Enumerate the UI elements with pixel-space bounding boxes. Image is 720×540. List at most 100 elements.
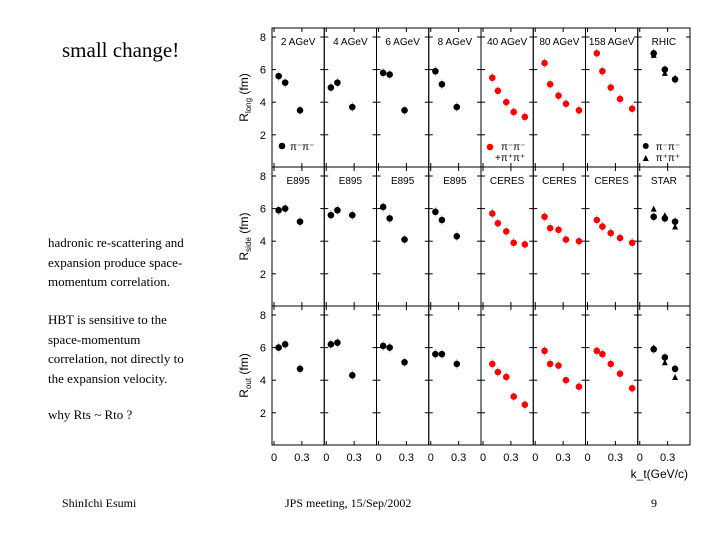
data-point <box>650 213 657 221</box>
data-point-triangle <box>672 223 679 230</box>
x-tick-label: 0.3 <box>347 452 362 464</box>
data-point <box>607 84 615 91</box>
panel-frame <box>323 27 377 168</box>
data-point <box>541 213 548 221</box>
x-tick-label: 0 <box>271 452 277 464</box>
x-tick-label: 0.3 <box>608 452 623 464</box>
data-point <box>546 360 554 368</box>
data-point <box>555 226 562 234</box>
panel-frame <box>637 305 691 446</box>
data-point <box>661 354 669 361</box>
data-point <box>616 370 624 377</box>
data-point <box>348 103 356 111</box>
slide-title: small change! <box>62 38 180 62</box>
y-axis-label-text: Rlong (fm) <box>237 73 253 121</box>
data-point <box>296 365 304 373</box>
legend-label: +π⁺π⁺ <box>495 153 525 164</box>
data-point <box>562 236 570 243</box>
x-tick-label: 0.3 <box>503 452 518 464</box>
legend-label: π⁻π⁻ <box>501 142 525 153</box>
legend-label: π⁻π⁻ <box>290 142 314 153</box>
y-tick-label: 8 <box>260 310 266 322</box>
legend-label: π⁻π⁻ <box>656 142 680 153</box>
data-point <box>401 236 408 243</box>
data-point <box>275 72 282 80</box>
y-tick-label: 8 <box>260 32 266 44</box>
data-point <box>599 223 606 230</box>
panel-frame <box>323 166 377 307</box>
data-point <box>348 372 356 379</box>
data-point <box>453 103 461 111</box>
y-tick-label: 6 <box>260 204 266 216</box>
panel-label: CERES <box>490 176 525 187</box>
body-line: space-momentum <box>48 331 141 347</box>
body-line: hadronic re-scattering and <box>48 235 184 250</box>
x-tick-label: 0.3 <box>399 452 414 464</box>
data-point <box>494 87 502 95</box>
data-point <box>607 229 615 237</box>
panel-label: RHIC <box>652 37 676 48</box>
data-point <box>555 362 562 369</box>
x-tick-label: 0.3 <box>556 452 571 464</box>
panel-frame <box>376 166 430 307</box>
data-point <box>494 368 502 376</box>
panel-frame <box>637 166 691 307</box>
y-tick-label: 2 <box>260 408 266 420</box>
panel-label: E895 <box>443 176 467 187</box>
panel-frame <box>585 27 639 168</box>
x-axis-label: k_t(GeV/c) <box>631 467 688 481</box>
data-point <box>327 84 335 91</box>
x-tick-label: 0.3 <box>451 452 466 464</box>
legend-marker <box>486 143 494 151</box>
data-point <box>546 80 554 88</box>
data-point <box>616 234 624 242</box>
y-axis-label: Rlong (fm) <box>237 73 253 121</box>
data-point <box>379 342 387 350</box>
data-point <box>502 98 510 106</box>
y-axis-label-text: Rout (fm) <box>237 353 253 397</box>
data-point <box>607 360 615 368</box>
data-point <box>661 66 669 73</box>
data-point <box>541 59 548 67</box>
data-point-triangle <box>672 373 679 380</box>
panel-label: 80 AGeV <box>539 37 579 48</box>
x-tick-label: 0.3 <box>660 452 675 464</box>
data-point <box>671 218 679 225</box>
data-point <box>671 365 679 373</box>
y-axis-label-text: Rside (fm) <box>237 212 253 260</box>
x-tick-label: 0 <box>584 452 590 464</box>
x-tick-label: 0 <box>375 452 381 464</box>
body-line: HBT is sensitive to the <box>48 312 167 327</box>
footer-page-number: 9 <box>651 496 657 510</box>
data-point <box>510 239 517 247</box>
y-axis-label: Rside (fm) <box>237 212 253 260</box>
x-tick-label: 0 <box>428 452 434 464</box>
data-point <box>281 79 289 86</box>
data-point <box>628 385 636 392</box>
data-point <box>521 401 529 408</box>
panel-label: 158 AGeV <box>589 37 635 48</box>
data-point <box>628 105 636 113</box>
body-line: why Rts ~ Rto ? <box>48 407 133 422</box>
y-tick-label: 8 <box>260 171 266 183</box>
panel-frame <box>532 305 586 446</box>
data-point <box>575 237 583 245</box>
panel-frame <box>376 27 430 168</box>
data-point <box>432 350 439 358</box>
panel-label: STAR <box>651 176 677 187</box>
panel-frame <box>428 27 482 168</box>
data-point-triangle <box>650 51 657 58</box>
footer-meeting: JPS meeting, 15/Sep/2002 <box>285 496 412 510</box>
panel-frame <box>428 305 482 446</box>
panel-label: 6 AGeV <box>385 37 420 48</box>
data-point <box>599 350 606 358</box>
data-point <box>546 224 554 232</box>
data-point <box>327 341 335 348</box>
data-point-triangle <box>650 344 657 351</box>
panel-frame <box>585 166 639 307</box>
panel-label: 8 AGeV <box>438 37 473 48</box>
panel-frame <box>480 166 534 307</box>
body-line: correlation, not directly to <box>48 351 184 366</box>
panel-label: 2 AGeV <box>281 37 316 48</box>
panel-frame <box>376 305 430 446</box>
